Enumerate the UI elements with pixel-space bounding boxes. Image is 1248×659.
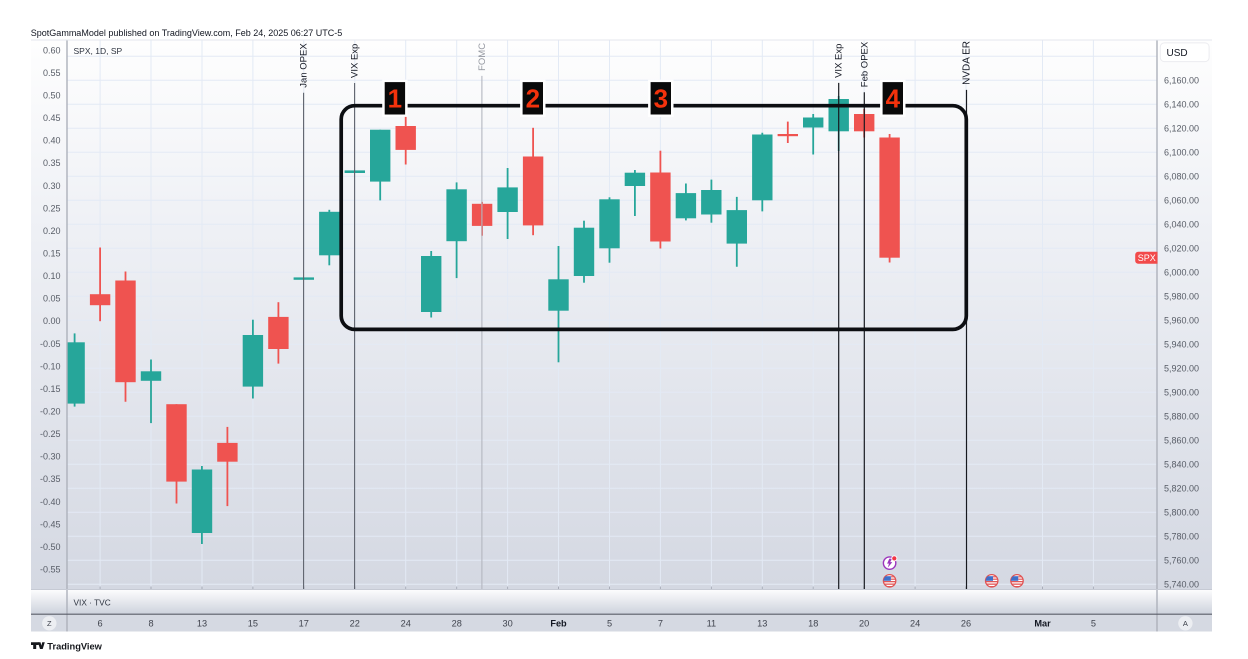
- svg-text:-0.10: -0.10: [40, 361, 61, 371]
- svg-text:5: 5: [607, 619, 612, 629]
- svg-text:18: 18: [808, 619, 818, 629]
- svg-text:0.00: 0.00: [43, 316, 61, 326]
- svg-text:-0.50: -0.50: [40, 542, 61, 552]
- svg-text:-0.05: -0.05: [40, 339, 61, 349]
- svg-text:2: 2: [526, 84, 540, 114]
- svg-text:6,100.00: 6,100.00: [1164, 148, 1199, 158]
- svg-text:5,860.00: 5,860.00: [1164, 436, 1199, 446]
- svg-text:24: 24: [910, 619, 920, 629]
- svg-text:0.05: 0.05: [43, 294, 61, 304]
- svg-text:7: 7: [658, 619, 663, 629]
- svg-text:-0.15: -0.15: [40, 384, 61, 394]
- svg-text:-0.30: -0.30: [40, 452, 61, 462]
- svg-text:TradingView: TradingView: [47, 641, 102, 651]
- svg-text:5,900.00: 5,900.00: [1164, 388, 1199, 398]
- svg-text:6,060.00: 6,060.00: [1164, 196, 1199, 206]
- svg-text:0.55: 0.55: [43, 68, 61, 78]
- svg-text:5: 5: [1091, 619, 1096, 629]
- svg-text:0.20: 0.20: [43, 226, 61, 236]
- svg-text:5,780.00: 5,780.00: [1164, 532, 1199, 542]
- svg-text:SPX, 1D, SP: SPX, 1D, SP: [74, 46, 123, 56]
- svg-text:30: 30: [502, 619, 512, 629]
- svg-text:5,880.00: 5,880.00: [1164, 412, 1199, 422]
- svg-text:6,160.00: 6,160.00: [1164, 76, 1199, 86]
- svg-text:-0.25: -0.25: [40, 429, 61, 439]
- svg-text:Feb: Feb: [550, 619, 567, 629]
- svg-text:5,740.00: 5,740.00: [1164, 580, 1199, 590]
- svg-text:5,820.00: 5,820.00: [1164, 484, 1199, 494]
- svg-text:Mar: Mar: [1034, 619, 1051, 629]
- svg-text:-0.20: -0.20: [40, 407, 61, 417]
- svg-text:5,960.00: 5,960.00: [1164, 316, 1199, 326]
- svg-text:-0.55: -0.55: [40, 565, 61, 575]
- svg-text:5,840.00: 5,840.00: [1164, 460, 1199, 470]
- svg-text:A: A: [1183, 619, 1188, 628]
- svg-text:0.40: 0.40: [43, 136, 61, 146]
- svg-text:24: 24: [401, 619, 411, 629]
- svg-text:8: 8: [148, 619, 153, 629]
- svg-text:22: 22: [350, 619, 360, 629]
- svg-text:11: 11: [707, 619, 717, 629]
- svg-text:0.30: 0.30: [43, 181, 61, 191]
- svg-text:0.15: 0.15: [43, 249, 61, 259]
- svg-text:6,140.00: 6,140.00: [1164, 100, 1199, 110]
- svg-text:VIX Exp: VIX Exp: [350, 44, 361, 78]
- svg-text:5,980.00: 5,980.00: [1164, 292, 1199, 302]
- svg-text:SpotGammaModel published on Tr: SpotGammaModel published on TradingView.…: [31, 28, 343, 38]
- svg-text:USD: USD: [1167, 48, 1188, 59]
- svg-text:5,940.00: 5,940.00: [1164, 340, 1199, 350]
- svg-text:5,800.00: 5,800.00: [1164, 508, 1199, 518]
- svg-text:6,080.00: 6,080.00: [1164, 172, 1199, 182]
- svg-text:3: 3: [654, 84, 668, 114]
- svg-text:NVDA ER: NVDA ER: [962, 41, 973, 85]
- svg-text:0.60: 0.60: [43, 45, 61, 55]
- svg-text:0.50: 0.50: [43, 91, 61, 101]
- svg-text:5,760.00: 5,760.00: [1164, 556, 1199, 566]
- svg-text:Z: Z: [47, 619, 52, 628]
- svg-text:0.10: 0.10: [43, 271, 61, 281]
- svg-text:20: 20: [859, 619, 869, 629]
- svg-text:VIX Exp: VIX Exp: [834, 44, 845, 78]
- svg-text:0.35: 0.35: [43, 158, 61, 168]
- svg-text:0.45: 0.45: [43, 113, 61, 123]
- svg-text:SPX: SPX: [1138, 253, 1156, 263]
- svg-text:-0.35: -0.35: [40, 474, 61, 484]
- svg-text:6,000.00: 6,000.00: [1164, 268, 1199, 278]
- svg-text:1: 1: [388, 84, 402, 114]
- svg-text:17: 17: [299, 619, 309, 629]
- svg-text:13: 13: [757, 619, 767, 629]
- svg-text:6: 6: [98, 619, 103, 629]
- svg-text:-0.40: -0.40: [40, 497, 61, 507]
- svg-text:5,920.00: 5,920.00: [1164, 364, 1199, 374]
- svg-text:FOMC: FOMC: [477, 43, 488, 71]
- svg-text:VIX · TVC: VIX · TVC: [74, 598, 111, 608]
- svg-text:26: 26: [961, 619, 971, 629]
- svg-text:Feb OPEX: Feb OPEX: [859, 41, 870, 87]
- svg-text:-0.45: -0.45: [40, 519, 61, 529]
- svg-text:Jan OPEX: Jan OPEX: [299, 43, 310, 88]
- svg-text:15: 15: [248, 619, 258, 629]
- svg-text:6,040.00: 6,040.00: [1164, 220, 1199, 230]
- svg-text:6,020.00: 6,020.00: [1164, 244, 1199, 254]
- svg-text:6,120.00: 6,120.00: [1164, 124, 1199, 134]
- svg-text:28: 28: [452, 619, 462, 629]
- svg-text:0.25: 0.25: [43, 203, 61, 213]
- svg-text:13: 13: [197, 619, 207, 629]
- svg-text:4: 4: [886, 84, 901, 114]
